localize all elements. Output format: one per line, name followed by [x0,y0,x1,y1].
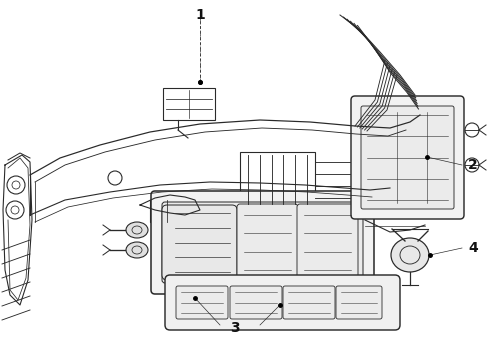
Ellipse shape [126,242,148,258]
Bar [240,152,315,207]
Bar [150,200,190,222]
Circle shape [7,176,25,194]
FancyBboxPatch shape [237,204,298,281]
FancyBboxPatch shape [361,106,454,209]
Circle shape [108,171,122,185]
Polygon shape [163,88,215,120]
Circle shape [465,158,479,172]
Circle shape [465,123,479,137]
FancyBboxPatch shape [336,286,382,319]
Circle shape [6,201,24,219]
FancyBboxPatch shape [151,191,374,294]
Ellipse shape [391,238,429,272]
FancyBboxPatch shape [283,286,335,319]
FancyBboxPatch shape [162,202,363,283]
Text: 1: 1 [195,8,205,22]
FancyBboxPatch shape [230,286,282,319]
FancyBboxPatch shape [297,204,358,281]
FancyBboxPatch shape [176,286,228,319]
Text: 2: 2 [468,158,478,172]
Ellipse shape [126,222,148,238]
FancyBboxPatch shape [162,205,237,280]
Text: 3: 3 [230,321,240,335]
FancyBboxPatch shape [351,96,464,219]
Text: 4: 4 [468,241,478,255]
FancyBboxPatch shape [165,275,400,330]
